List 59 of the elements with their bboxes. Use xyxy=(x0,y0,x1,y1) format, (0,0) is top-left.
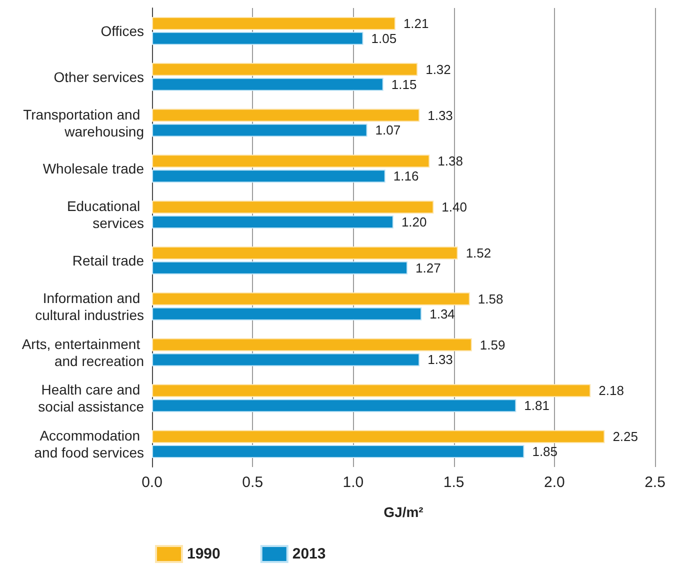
data-label: 1.59 xyxy=(480,337,506,352)
bar xyxy=(152,292,470,306)
data-label: 1.85 xyxy=(532,444,558,460)
bar xyxy=(152,200,434,214)
bar xyxy=(152,62,418,76)
y-tick-label: Accommodation and food services xyxy=(34,428,144,461)
bar xyxy=(152,124,368,137)
legend-label: 2013 xyxy=(292,546,326,562)
y-tick-label: Health care and social assistance xyxy=(38,382,144,415)
x-axis-title: GJ/m² xyxy=(384,504,424,520)
data-label: 1.58 xyxy=(478,291,504,306)
bar xyxy=(152,338,472,352)
data-label: 2.25 xyxy=(612,429,638,444)
bar xyxy=(152,108,420,122)
data-label: 1.15 xyxy=(391,76,417,92)
x-tick-label: 0.0 xyxy=(142,474,162,491)
bar xyxy=(152,246,458,260)
data-label: 1.32 xyxy=(426,62,451,77)
y-tick-label: Offices xyxy=(100,22,144,39)
legend-label: 1990 xyxy=(187,546,220,562)
bar xyxy=(152,154,430,168)
bar xyxy=(152,445,524,458)
x-tick-label: 1.5 xyxy=(443,474,464,491)
data-label: 1.05 xyxy=(371,30,397,46)
data-label: 1.07 xyxy=(375,122,401,138)
y-tick-label: Wholesale trade xyxy=(42,160,144,177)
data-label: 1.33 xyxy=(428,352,453,368)
y-tick-label: Information and cultural industries xyxy=(35,290,144,323)
y-tick-label: Transportation and warehousing xyxy=(23,106,144,140)
bar xyxy=(152,16,396,30)
data-label: 1.81 xyxy=(524,398,550,414)
x-tick-label: 0.5 xyxy=(242,474,264,491)
x-tick-label: 2.5 xyxy=(644,474,666,491)
data-label: 1.21 xyxy=(403,16,429,31)
x-tick-label: 1.0 xyxy=(342,474,364,491)
y-tick-label: Retail trade xyxy=(72,252,144,268)
bar xyxy=(152,399,516,412)
y-tick-label: Arts, entertainment and recreation xyxy=(22,336,144,369)
bar xyxy=(152,384,591,398)
bar xyxy=(152,170,386,183)
bar xyxy=(152,78,384,91)
data-label: 2.18 xyxy=(598,383,624,398)
bar xyxy=(152,353,420,366)
data-label: 1.20 xyxy=(401,214,427,230)
data-label: 1.52 xyxy=(466,245,492,260)
y-tick-label: Other services xyxy=(54,68,144,85)
data-label: 1.16 xyxy=(393,168,419,184)
data-label: 1.27 xyxy=(416,260,441,276)
data-label: 1.38 xyxy=(438,154,463,169)
bar xyxy=(152,430,605,444)
bar xyxy=(152,216,394,229)
data-label: 1.40 xyxy=(442,200,467,215)
data-label: 1.34 xyxy=(430,306,455,322)
bar xyxy=(152,307,422,320)
data-label: 1.33 xyxy=(428,108,453,123)
bar xyxy=(152,32,364,45)
bar xyxy=(152,261,408,274)
y-tick-label: Educational services xyxy=(66,198,144,232)
x-tick-label: 2.0 xyxy=(544,474,565,491)
